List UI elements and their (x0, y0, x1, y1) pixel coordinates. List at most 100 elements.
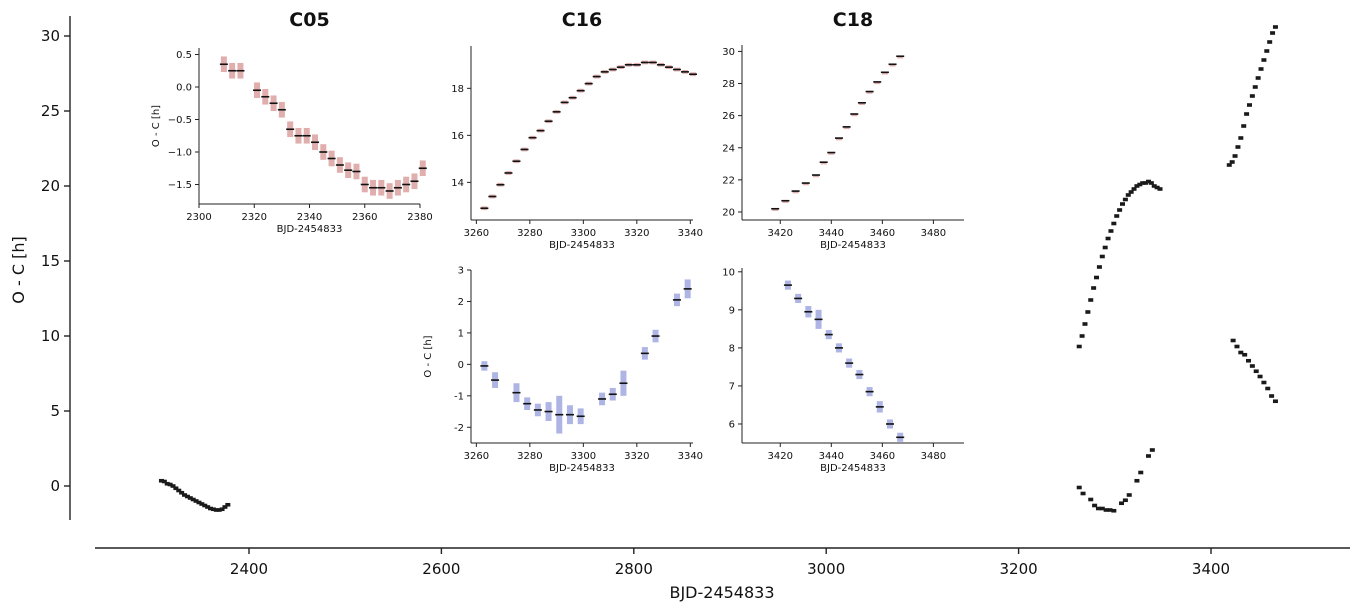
inset-y-tick-label: 3 (458, 266, 464, 277)
inset-x-tick-label: 3300 (571, 228, 596, 239)
main-point (1242, 352, 1248, 357)
main-point (1229, 160, 1235, 164)
main-point (1122, 498, 1128, 503)
inset-y-tick-label: 20 (722, 207, 735, 218)
main-point (1230, 338, 1236, 343)
main-point (1269, 394, 1275, 398)
inset-title: C16 (562, 9, 602, 31)
main-point (1131, 187, 1137, 191)
inset-y-tick-label: −1.0 (168, 148, 192, 159)
inset-y-tick-label: 24 (722, 143, 735, 154)
inset-y-tick-label: 0.5 (176, 50, 192, 61)
main-point (1119, 501, 1125, 506)
inset-x-tick-label: 3420 (768, 228, 793, 239)
inset-x-tick-label: 3280 (517, 451, 542, 462)
main-point (1111, 508, 1117, 513)
inset-y-tick-label: 18 (451, 84, 464, 95)
main-point (1272, 399, 1278, 404)
inset-x-tick-label: 3420 (768, 451, 793, 462)
inset-y-tick-label: 2 (458, 297, 464, 308)
main-point (1114, 214, 1120, 218)
main-point (1138, 470, 1144, 475)
main-point (1244, 112, 1250, 116)
main-point (1099, 506, 1105, 511)
main-point (225, 502, 231, 507)
inset-x-tick-label: 3460 (870, 228, 895, 239)
inset-y-tick-label: 28 (722, 79, 735, 90)
main-point (1088, 497, 1094, 502)
main-point (1105, 236, 1111, 241)
main-point (1117, 208, 1123, 212)
main-point (1143, 181, 1149, 185)
chart-main: 2400 2600 2800 3000 3200 3400051015202530BJD-… (9, 16, 1350, 602)
main-point (1092, 503, 1098, 508)
main-point (187, 496, 193, 500)
inset-x-tick-label: 3320 (624, 451, 649, 462)
main-point (1238, 350, 1244, 355)
main-point (1088, 298, 1094, 302)
y-tick-label: 20 (41, 177, 60, 195)
main-point (1267, 40, 1273, 44)
main-point (1095, 506, 1101, 511)
main-point (1261, 380, 1267, 385)
inset-x-tick-label: 2360 (352, 212, 377, 223)
main-point (1102, 245, 1108, 250)
chart-c18_bottom: 6 7 8 9 10 3420 3440 3460 3480 BJD-2454833 (722, 267, 964, 474)
main-point (190, 497, 196, 502)
main-point (1134, 478, 1140, 483)
main-point (1107, 508, 1113, 512)
main-point (1085, 310, 1091, 314)
inset-title: C05 (289, 9, 329, 31)
inset-y-tick-label: 14 (451, 178, 464, 189)
inset-y-tick-label: 0.0 (176, 83, 192, 94)
main-point (208, 506, 214, 511)
x-tick-label: 3000 (807, 560, 845, 578)
main-point (210, 507, 216, 512)
inset-x-tick-label: 3480 (921, 228, 946, 239)
inset-x-tick-label: 3440 (819, 451, 844, 462)
x-tick-label: 2800 (615, 560, 653, 578)
main-point (1134, 184, 1140, 188)
y-tick-label: 5 (50, 402, 60, 420)
inset-y-tick-label: 26 (722, 111, 735, 122)
main-point (1246, 103, 1252, 107)
inset-y-label: O - C [h] (151, 105, 162, 147)
inset-x-tick-label: 3480 (921, 451, 946, 462)
inset-y-tick-label: −1.5 (168, 180, 192, 191)
inset-x-tick-label: 3340 (678, 451, 703, 462)
x-tick-label: 3200 (1000, 560, 1038, 578)
inset-y-tick-label: 9 (729, 305, 735, 316)
inset-x-tick-label: 3440 (819, 228, 844, 239)
inset-x-tick-label: 3260 (464, 451, 489, 462)
main-point (184, 494, 190, 499)
inset-x-label: BJD-2454833 (549, 240, 615, 251)
main-point (1249, 94, 1255, 98)
main-point (1096, 265, 1102, 269)
main-point (1122, 197, 1128, 202)
main-point (164, 481, 170, 486)
main-point (1157, 187, 1163, 191)
main-point (1076, 485, 1082, 490)
main-point (1151, 184, 1157, 188)
y-tick-label: 30 (41, 27, 60, 45)
main-point (1125, 193, 1131, 197)
inset-title: C18 (833, 9, 873, 31)
main-point (222, 505, 228, 509)
main-point (1255, 76, 1261, 80)
x-tick-label: 2400 (230, 560, 268, 578)
x-axis-label: BJD-2454833 (669, 583, 774, 602)
inset-y-label: O - C [h] (423, 335, 434, 377)
y-tick-label: 0 (50, 477, 60, 495)
inset-x-label: BJD-2454833 (549, 463, 615, 474)
main-point (1249, 364, 1255, 368)
main-point (1265, 386, 1271, 391)
main-point (199, 502, 205, 506)
main-point (196, 500, 202, 505)
main-point (1137, 182, 1143, 187)
main-point (176, 488, 182, 493)
main-point (1094, 275, 1100, 280)
main-point (213, 508, 219, 512)
inset-x-tick-label: 2320 (242, 212, 267, 223)
inset-y-tick-label: 6 (729, 419, 735, 430)
main-point (1145, 454, 1151, 458)
